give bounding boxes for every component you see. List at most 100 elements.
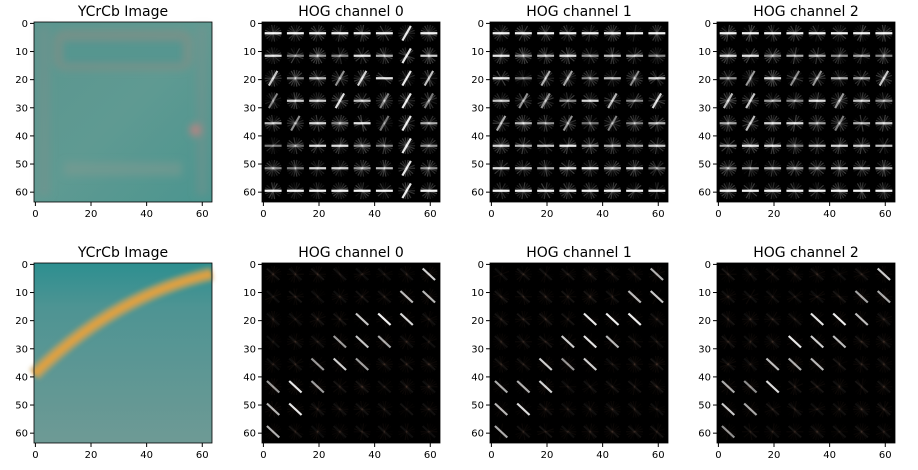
hog-gradient-faint [588,400,593,418]
hog-gradient-faint [583,268,597,281]
hog-gradient-faint [333,380,347,393]
hog-gradient-faint [516,268,531,281]
hog-gradient-faint [565,400,570,418]
hog-gradient-faint [786,142,804,150]
hog-gradient-faint [290,160,301,176]
hog-gradient-faint [812,70,822,86]
hog-gradient-faint [561,290,575,303]
x-tick-label: 40 [140,209,153,220]
hog-gradient-faint [377,425,392,438]
hog-gradient-faint [583,72,597,85]
hog-gradient-faint [357,266,367,282]
x-tick-label: 60 [424,209,437,220]
hog-gradient-faint [610,288,615,306]
hog-gradient-faint [290,311,301,327]
hog-gradient-faint [337,423,342,441]
hog-gradient-faint [588,288,593,306]
hog-gradient-dominant [560,312,575,326]
hog-gradient-faint [266,94,280,107]
hog-gradient-faint [398,383,415,391]
hog-gradient-faint [379,266,390,282]
hog-gradient-faint [537,315,554,323]
hog-gradient-faint [293,265,298,283]
hog-gradient-faint [515,74,532,82]
hog-gradient-faint [543,423,548,441]
hog-gradient-faint [264,360,282,368]
hog-gradient-faint [626,383,643,391]
hog-cells [492,24,666,200]
hog-gradient-faint [585,401,595,417]
x-tick-label: 40 [368,450,381,461]
hog-gradient-faint [515,74,532,82]
hog-gradient-faint [310,335,325,348]
x-tick-label: 0 [32,450,38,461]
hog-gradient-faint [652,160,662,176]
hog-gradient-faint [648,405,666,413]
hog-gradient-faint [377,139,392,152]
panel-title: HOG channel 1 [526,4,632,20]
hog-gradient-dominant [401,160,412,177]
hog-gradient-faint [399,403,414,416]
hog-gradient-faint [563,424,573,440]
hog-gradient-faint [310,335,325,348]
axes-frame [716,21,896,203]
hog-gradient-faint [401,266,412,282]
hog-gradient-faint [266,268,280,281]
hog-gradient-dominant [605,312,620,326]
hog-gradient-faint [266,162,280,175]
y-tick-label: 40 [243,372,256,383]
hog-gradient-dominant [288,380,303,394]
hog-gradient-faint [377,425,392,438]
hog-gradient-faint [264,97,282,105]
hog-gradient-faint [565,310,570,328]
hog-gradient-faint [424,93,434,109]
hog-gradient-dominant [332,335,347,349]
panel-7: HOG channel 1 0 20 40 60 0 10 20 30 40 50 60 [471,245,669,461]
hog-gradient-dominant [560,267,575,281]
hog-gradient-dominant [377,267,392,281]
hog-gradient-dominant [421,267,436,281]
hog-gradient-faint [605,290,620,303]
hog-gradient-faint [494,313,508,326]
hog-gradient-dominant [377,380,392,394]
hog-gradient-faint [422,335,436,348]
hog-gradient-faint [563,311,573,327]
hog-gradient-faint [585,289,595,305]
hog-gradient-faint [355,425,369,438]
hog-gradient-dominant [605,290,620,304]
hog-gradient-faint [516,358,531,371]
hog-gradient-faint [288,313,303,326]
hog-gradient-dominant [310,357,325,371]
hog-gradient-faint [422,403,436,416]
hog-gradient-dominant [651,92,663,109]
hog-gradient-faint [496,334,506,350]
y-tick-label: 40 [15,131,28,142]
x-tick-label: 20 [541,209,554,220]
left-edge [38,26,50,196]
panel-8: HOG channel 2 0 20 40 60 0 10 20 30 40 50 60 [698,245,896,461]
hog-gradient-faint [499,333,504,351]
hog-gradient-dominant [834,92,845,109]
hog-gradient-faint [290,334,301,350]
hog-gradient-faint [360,423,365,441]
hog-background [262,22,440,202]
hog-gradient-faint [337,265,342,283]
hog-gradient-faint [426,310,431,328]
hog-gradient-faint [815,69,820,87]
hog-gradient-faint [424,379,434,395]
hog-gradient-faint [559,270,577,278]
hog-gradient-faint [287,360,304,368]
hog-gradient-faint [398,428,415,436]
hog-gradient-dominant [605,357,620,371]
hog-gradient-faint [627,268,642,281]
hog-gradient-dominant [538,267,553,281]
hog-gradient-faint [333,117,347,130]
hog-gradient-faint [607,266,618,282]
hog-gradient-faint [288,268,303,281]
hog-gradient-dominant [288,312,303,326]
hog-gradient-faint [293,69,298,87]
y-tick-label: 10 [698,47,711,58]
hog-gradient-faint [293,288,298,306]
hog-gradient-faint [765,49,780,62]
hog-gradient-faint [565,265,570,283]
